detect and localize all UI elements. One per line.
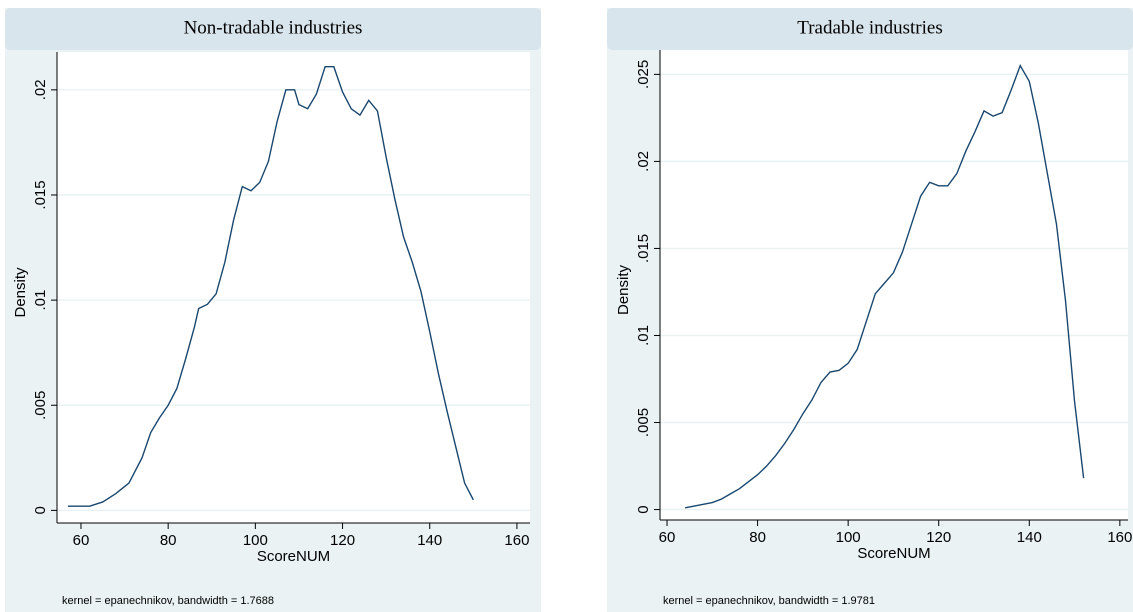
density-line: [684, 64, 1085, 509]
x-tick-label: 100: [836, 529, 861, 546]
y-tick-label: .015: [635, 234, 652, 263]
x-axis-title: ScoreNUM: [257, 548, 330, 565]
y-tick-label: 0: [635, 505, 652, 513]
note: kernel = epanechnikov, bandwidth = 1.768…: [62, 595, 274, 607]
x-tick-label: 120: [926, 529, 951, 546]
y-tick-label: .02: [32, 79, 49, 100]
y-tick-label: .02: [635, 151, 652, 172]
y-tick-label: .005: [32, 391, 49, 420]
x-tick-label: 60: [73, 532, 90, 549]
plot-area: [57, 52, 530, 523]
x-axis-title: ScoreNUM: [857, 545, 930, 562]
note: kernel = epanechnikov, bandwidth = 1.978…: [663, 595, 875, 607]
y-tick-label: .025: [635, 60, 652, 89]
y-axis-title: Density: [12, 267, 29, 318]
x-tick-label: 100: [243, 532, 268, 549]
x-tick-label: 160: [504, 532, 529, 549]
x-tick-label: 60: [659, 529, 676, 546]
y-tick-label: .015: [32, 180, 49, 209]
x-tick-label: 80: [160, 532, 177, 549]
x-tick-label: 140: [417, 532, 442, 549]
y-tick-label: 0: [32, 506, 49, 514]
x-tick-label: 140: [1017, 529, 1042, 546]
y-tick-label: .005: [635, 408, 652, 437]
x-tick-label: 80: [749, 529, 766, 546]
title-bar: [5, 8, 541, 50]
y-tick-label: .01: [32, 290, 49, 311]
chart-title: Tradable industries: [797, 17, 942, 38]
density-line: [67, 66, 474, 507]
x-tick-label: 120: [330, 532, 355, 549]
x-tick-label: 160: [1107, 529, 1132, 546]
y-axis-title: Density: [615, 264, 632, 315]
plot-area: [660, 50, 1128, 520]
y-tick-label: .01: [635, 325, 652, 346]
chart-title: Non-tradable industries: [184, 17, 363, 38]
title-bar: [607, 8, 1133, 50]
